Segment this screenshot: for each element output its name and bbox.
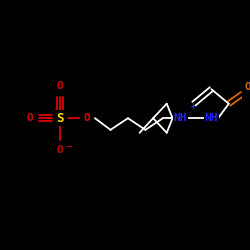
Text: +: + bbox=[189, 102, 196, 112]
Text: O: O bbox=[26, 113, 33, 123]
Text: O: O bbox=[244, 82, 250, 92]
Text: NH: NH bbox=[174, 113, 187, 123]
Text: −: − bbox=[65, 142, 72, 152]
Text: O: O bbox=[57, 81, 64, 91]
Text: S: S bbox=[56, 112, 64, 125]
Text: O: O bbox=[57, 145, 64, 155]
Text: O: O bbox=[83, 113, 90, 123]
Text: NH: NH bbox=[204, 113, 218, 123]
